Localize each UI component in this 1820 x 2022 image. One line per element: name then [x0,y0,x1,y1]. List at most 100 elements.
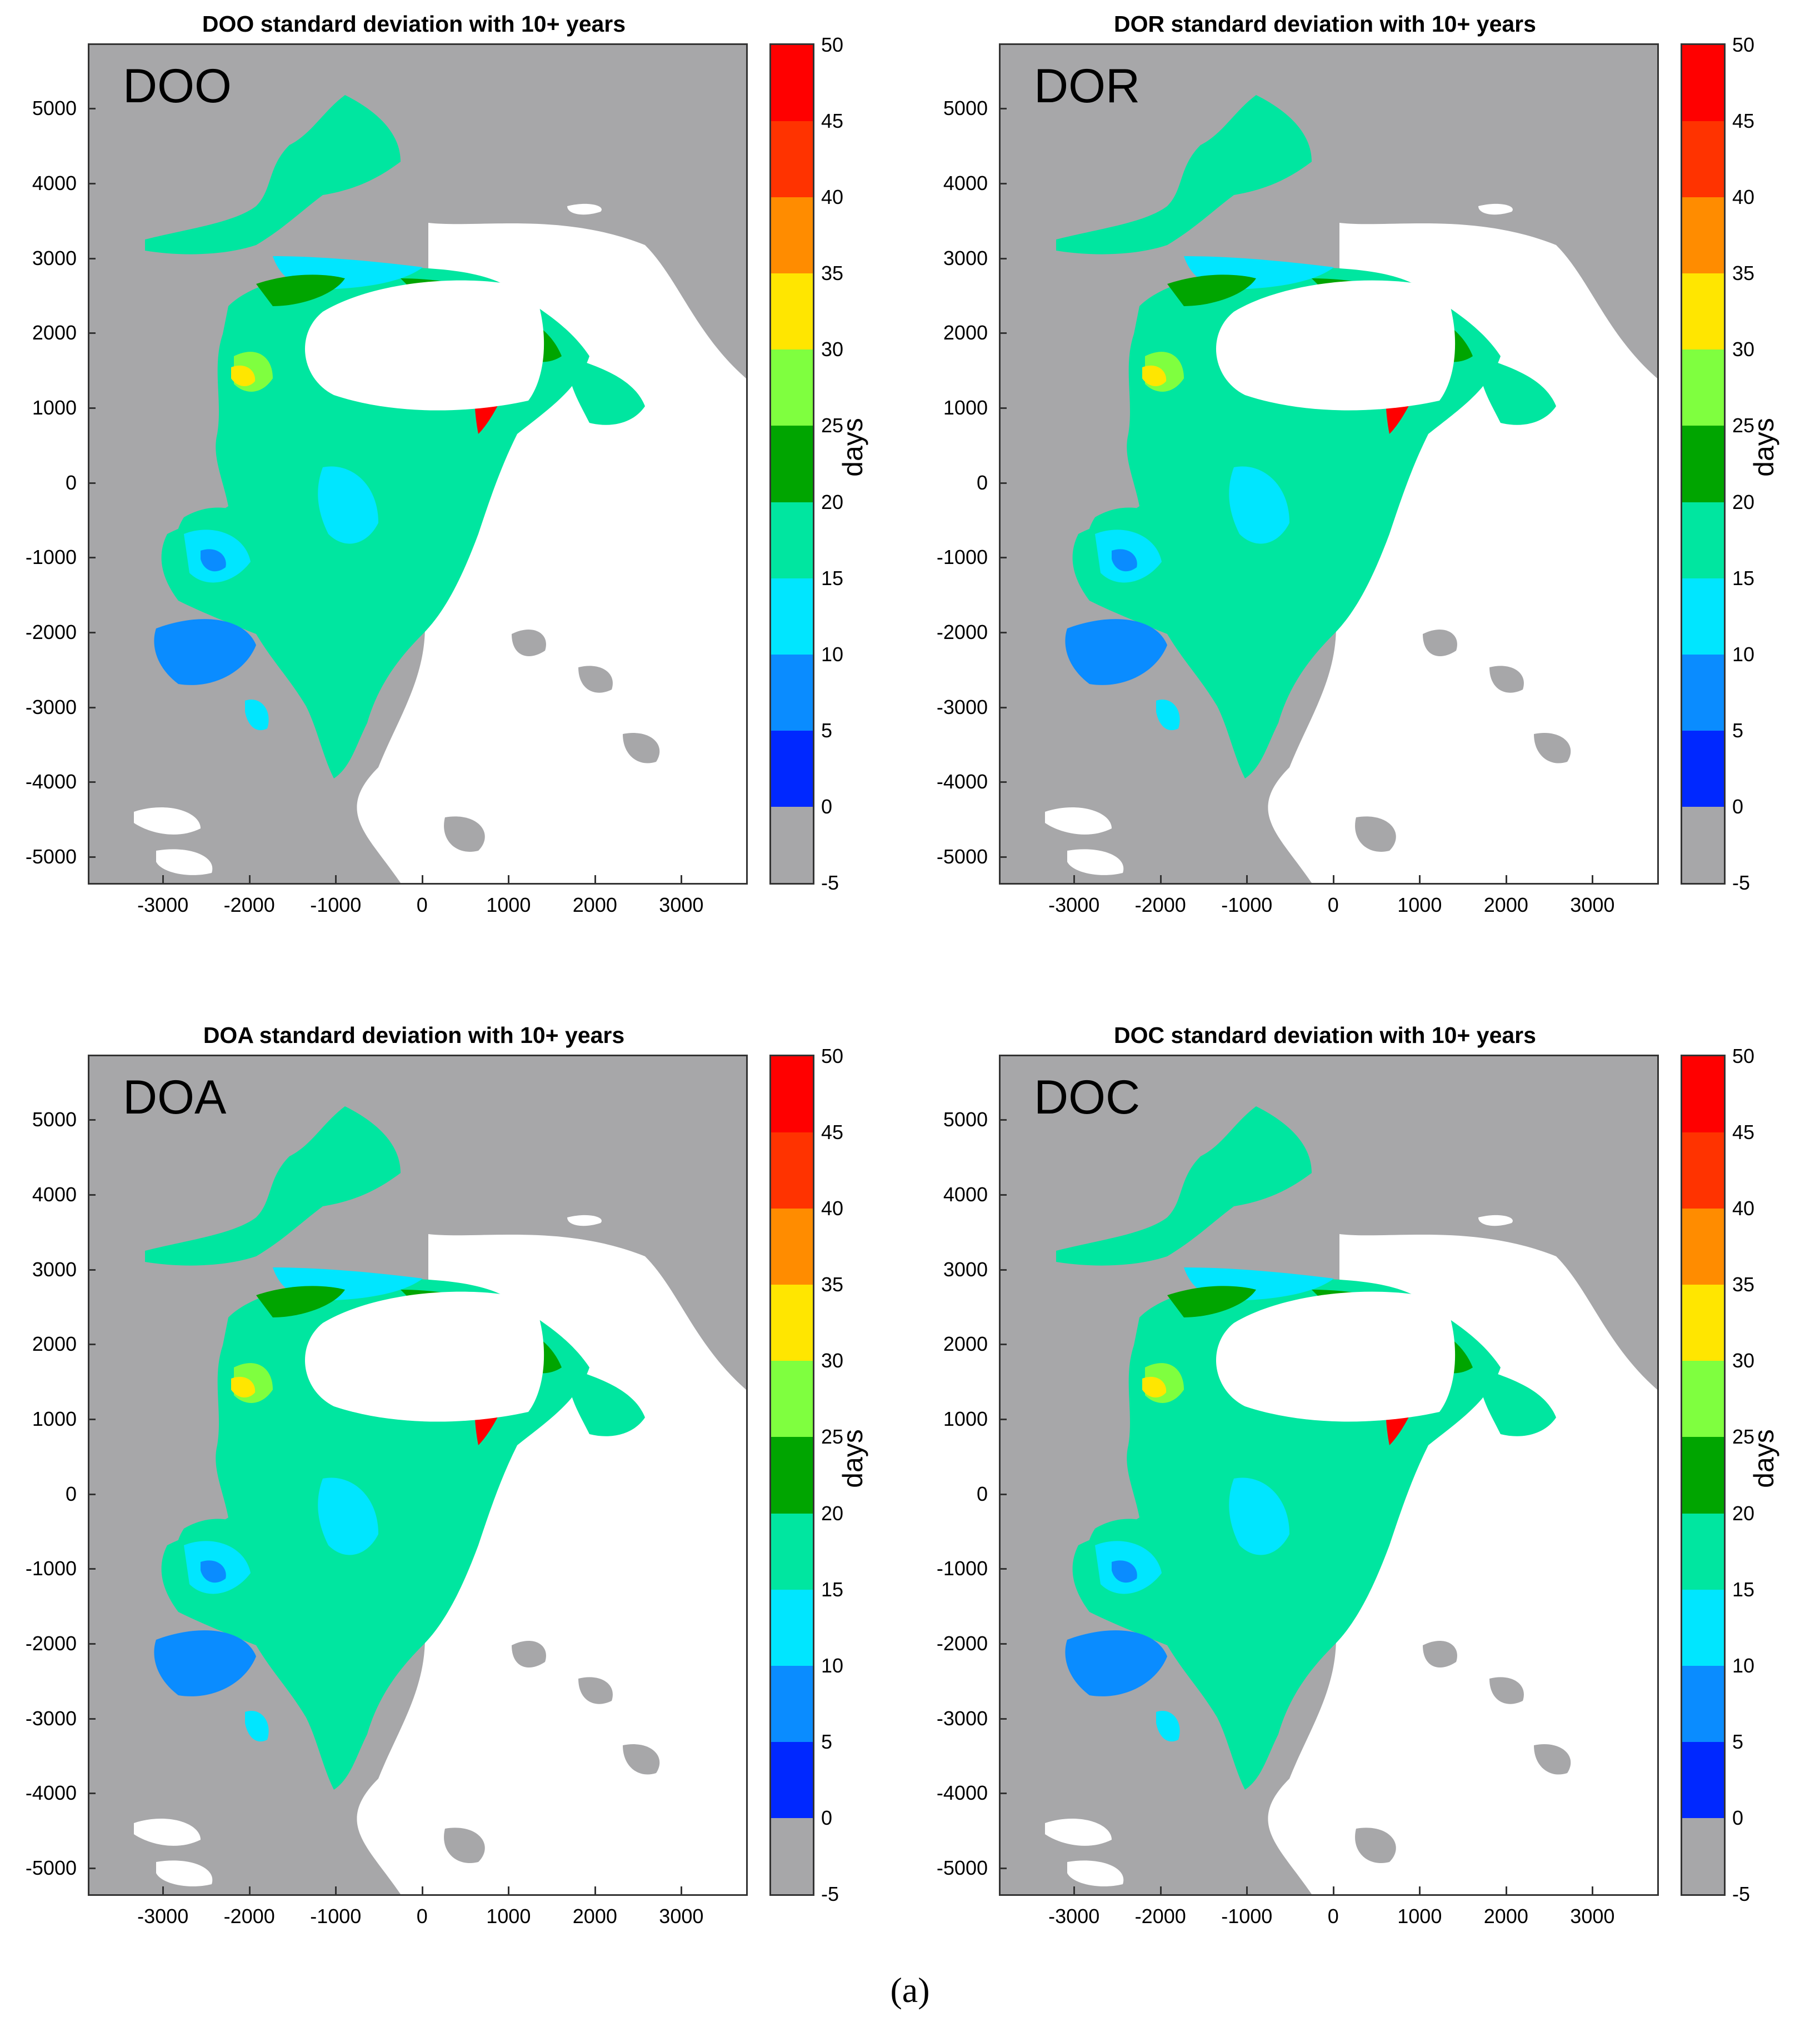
variability-patch [201,1560,226,1583]
y-tick-label: -3000 [25,1706,77,1730]
colorbar-segment [771,1589,813,1666]
central-pack-ice [304,1291,544,1422]
colorbar-tick-label: -5 [821,1883,839,1905]
colorbar-tick-label: 35 [1732,1273,1755,1296]
x-tick-mark [248,1886,251,1894]
colorbar-tick-label: 15 [1732,566,1755,590]
colorbar-tick-label: 25 [1732,414,1755,437]
colorbar-segment [771,1285,813,1362]
y-tick-label: 2000 [32,321,77,345]
y-tick-mark [88,1194,96,1196]
y-tick-mark [999,1344,1007,1346]
x-tick-mark [1073,1886,1076,1894]
colorbar-segment [771,1437,813,1514]
colorbar [769,43,814,885]
sea-ice-region [567,356,645,425]
map-area: DOO [88,43,748,885]
y-tick-mark [88,1493,96,1495]
sea-ice-region [145,95,401,254]
variability-patch [1112,1560,1137,1583]
y-tick-mark [999,1119,1007,1121]
colorbar-segment [771,1513,813,1590]
x-tick-mark [1505,1886,1507,1894]
colorbar-segment [1682,1818,1724,1894]
y-tick-label: 1000 [943,396,988,420]
panel-title: DOA standard deviation with 10+ years [203,1022,625,1048]
x-tick-label: 2000 [1483,893,1528,916]
sea-ice-region [1056,1106,1312,1266]
x-tick-label: -3000 [137,1905,189,1928]
x-tick-label: -3000 [1048,1905,1100,1928]
y-tick-mark [88,557,96,559]
y-tick-mark [999,1419,1007,1421]
y-tick-label: 4000 [32,1183,77,1206]
lake [1478,1215,1513,1226]
colorbar-segment [771,1818,813,1894]
y-tick-label: -4000 [936,1781,988,1805]
y-tick-mark [88,1344,96,1346]
island [623,733,660,763]
island [1534,733,1571,763]
colorbar-segment [771,578,813,655]
colorbar-tick-label: 20 [821,1501,844,1525]
map-svg [134,1106,746,1894]
x-tick-mark [1332,1886,1334,1894]
x-tick-label: 3000 [1570,1905,1615,1928]
colorbar-tick-label: 15 [821,566,844,590]
y-tick-mark [999,108,1007,110]
colorbar-tick-label: 20 [1732,1501,1755,1525]
colorbar-tick-label: 0 [1732,795,1744,818]
colorbar-segment [771,121,813,198]
lake [1045,1818,1112,1846]
map-svg [1045,95,1657,883]
colorbar-segment [1682,1665,1724,1743]
colorbar-tick-label: 25 [821,1425,844,1449]
colorbar-segment [1682,1513,1724,1590]
colorbar-segment [771,1741,813,1819]
panel-label: DOR [1034,59,1141,113]
y-tick-label: 2000 [943,321,988,345]
x-tick-label: -2000 [1134,1905,1186,1928]
colorbar-tick-label: 20 [821,490,844,513]
colorbar-segment [771,273,813,351]
y-tick-label: -4000 [25,1781,77,1805]
x-tick-mark [1159,1886,1162,1894]
variability-patch [1065,1630,1167,1696]
variability-patch [1229,466,1289,544]
y-tick-label: 2000 [32,1332,77,1356]
colorbar-segment [1682,45,1724,122]
colorbar-tick-label: 5 [1732,1730,1744,1753]
y-tick-mark [999,183,1007,185]
colorbar-tick-label: 30 [1732,338,1755,361]
island [623,1744,660,1775]
map-panel-doa: DOA standard deviation with 10+ years DOA… [0,1022,889,1967]
y-tick-mark [88,781,96,783]
y-tick-mark [999,407,1007,410]
y-tick-label: 5000 [32,97,77,120]
panel-title: DOR standard deviation with 10+ years [1114,11,1536,37]
y-tick-label: 4000 [943,1183,988,1206]
colorbar-tick-label: 40 [1732,186,1755,209]
variability-patch [154,1630,256,1696]
variability-patch [1156,700,1180,731]
y-tick-mark [88,856,96,858]
x-tick-mark [162,875,164,883]
colorbar-segment [1682,654,1724,731]
x-tick-mark [508,875,510,883]
lake [1067,1860,1124,1886]
lake [567,1215,602,1226]
variability-patch [1156,1711,1180,1742]
colorbar-tick-label: 30 [821,1349,844,1372]
colorbar-tick-label: 0 [821,1806,833,1829]
x-tick-label: 2000 [572,893,617,916]
colorbar-segment [1682,350,1724,427]
colorbar-label: days [837,1429,868,1488]
y-tick-label: 1000 [32,1407,77,1431]
x-tick-label: -1000 [310,1905,362,1928]
variability-patch [201,549,226,572]
colorbar-segment [771,1209,813,1286]
y-tick-label: 1000 [943,1407,988,1431]
x-tick-mark [1159,875,1162,883]
island [1355,1828,1396,1863]
y-tick-mark [999,1194,1007,1196]
